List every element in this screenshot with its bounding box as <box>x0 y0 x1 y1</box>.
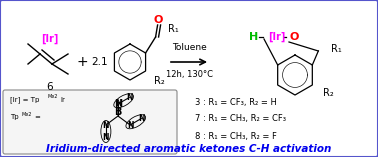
Text: B: B <box>114 107 122 117</box>
Text: 12h, 130°C: 12h, 130°C <box>166 70 212 78</box>
Text: Me2: Me2 <box>48 95 58 100</box>
Text: R₂: R₂ <box>154 76 165 86</box>
Text: Me2: Me2 <box>22 111 33 116</box>
Text: [Ir]: [Ir] <box>41 34 59 44</box>
Text: O: O <box>289 32 299 42</box>
Text: Ir: Ir <box>60 97 65 103</box>
Text: N: N <box>127 121 133 130</box>
Text: N: N <box>102 121 109 130</box>
Text: Toluene: Toluene <box>172 43 206 52</box>
Text: +: + <box>76 55 88 69</box>
Text: 2.1: 2.1 <box>92 57 108 67</box>
Text: [Ir]: [Ir] <box>268 32 286 42</box>
Text: 6: 6 <box>47 82 53 92</box>
Text: 3 : R₁ = CF₃, R₂ = H: 3 : R₁ = CF₃, R₂ = H <box>195 97 277 106</box>
Text: Tp: Tp <box>10 114 19 120</box>
Text: H: H <box>114 99 122 109</box>
Text: 8 : R₁ = CH₃, R₂ = F: 8 : R₁ = CH₃, R₂ = F <box>195 132 277 141</box>
Text: R₂: R₂ <box>323 88 334 98</box>
Text: N: N <box>126 93 133 102</box>
Text: =: = <box>34 114 40 120</box>
Text: 7 : R₁ = CH₃, R₂ = CF₃: 7 : R₁ = CH₃, R₂ = CF₃ <box>195 114 286 124</box>
Text: H: H <box>249 32 259 42</box>
Text: N: N <box>102 133 109 143</box>
Text: [Ir] = Tp: [Ir] = Tp <box>10 97 39 103</box>
Text: O: O <box>154 15 163 25</box>
Text: N: N <box>138 114 145 123</box>
Text: N: N <box>115 100 121 108</box>
FancyBboxPatch shape <box>3 90 177 154</box>
Text: R₁: R₁ <box>168 24 179 34</box>
Text: R₁: R₁ <box>331 44 342 54</box>
Text: Iridium-directed aromatic ketones C-H activation: Iridium-directed aromatic ketones C-H ac… <box>46 144 332 154</box>
